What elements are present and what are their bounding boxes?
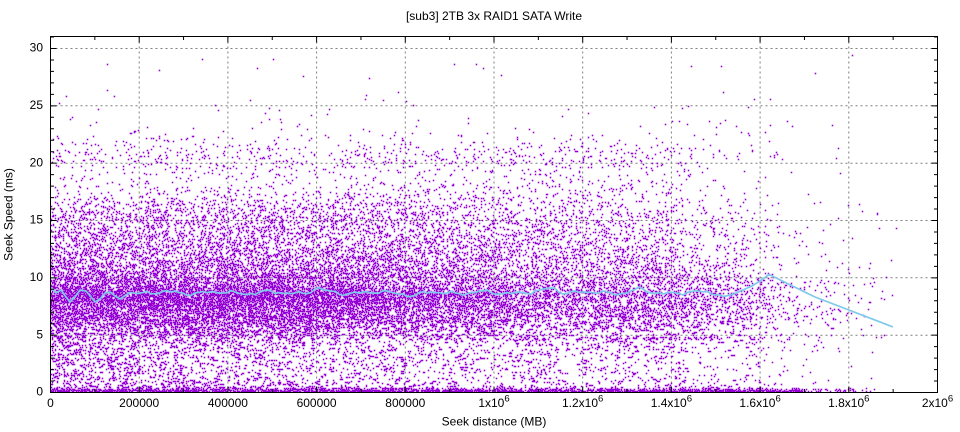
svg-text:Seek Speed (ms): Seek Speed (ms) [2, 168, 16, 261]
svg-text:25: 25 [30, 98, 44, 112]
svg-text:1x106: 1x106 [478, 394, 509, 411]
svg-text:20: 20 [30, 155, 44, 169]
svg-text:0: 0 [36, 385, 43, 399]
svg-text:2x106: 2x106 [922, 394, 953, 411]
svg-text:Seek distance (MB): Seek distance (MB) [442, 415, 547, 429]
svg-text:1.8x106: 1.8x106 [828, 394, 869, 411]
svg-text:1.6x106: 1.6x106 [739, 394, 780, 411]
svg-text:[sub3] 2TB 3x RAID1 SATA Write: [sub3] 2TB 3x RAID1 SATA Write [406, 9, 582, 23]
svg-text:400000: 400000 [208, 396, 248, 410]
svg-text:200000: 200000 [119, 396, 159, 410]
svg-text:600000: 600000 [297, 396, 337, 410]
svg-text:15: 15 [30, 213, 44, 227]
svg-text:1.4x106: 1.4x106 [651, 394, 692, 411]
svg-text:10: 10 [30, 270, 44, 284]
svg-text:1.2x106: 1.2x106 [562, 394, 603, 411]
svg-text:30: 30 [30, 41, 44, 55]
svg-text:800000: 800000 [385, 396, 425, 410]
svg-text:0: 0 [47, 396, 54, 410]
svg-text:5: 5 [36, 327, 43, 341]
